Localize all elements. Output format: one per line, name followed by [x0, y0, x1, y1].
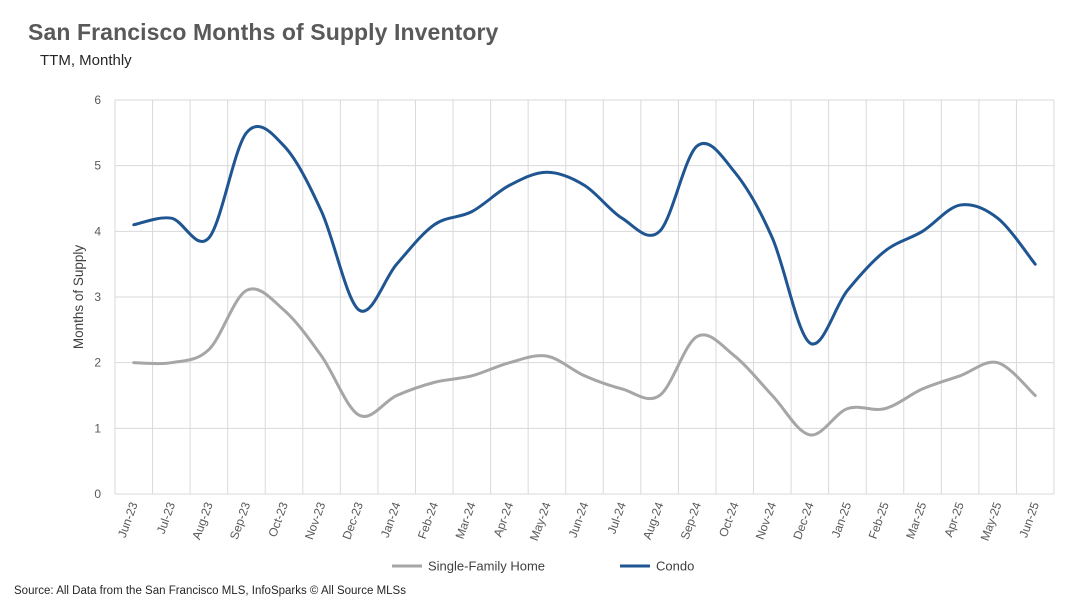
- data-point-single-family-home: [471, 375, 473, 377]
- data-point-single-family-home: [921, 388, 923, 390]
- data-point-condo: [996, 217, 998, 219]
- y-tick-label: 4: [94, 224, 101, 238]
- legend-label: Condo: [656, 559, 694, 574]
- data-point-single-family-home: [245, 289, 247, 291]
- data-point-condo: [546, 171, 548, 173]
- x-tick-label: Feb-24: [415, 500, 441, 541]
- x-tick-label: Oct-23: [265, 500, 291, 539]
- x-tick-label: Sep-24: [678, 500, 705, 541]
- y-tick-label: 5: [94, 159, 101, 173]
- gridlines: [114, 99, 1055, 495]
- x-tick-label: Nov-24: [753, 500, 779, 541]
- data-point-condo: [1034, 263, 1036, 265]
- x-tick-label: Jan-24: [378, 500, 404, 540]
- x-tick-label: Jun-23: [115, 500, 141, 540]
- x-tick-label: Apr-24: [491, 500, 517, 539]
- x-tick-label: Jul-23: [154, 500, 178, 536]
- data-point-condo: [884, 250, 886, 252]
- data-point-condo: [959, 204, 961, 206]
- series-line-condo: [132, 125, 1037, 346]
- y-tick-label: 1: [94, 421, 101, 435]
- legend-label: Single-Family Home: [428, 559, 545, 574]
- x-tick-label: May-24: [527, 500, 554, 543]
- data-point-condo: [358, 309, 360, 311]
- data-point-condo: [433, 224, 435, 226]
- data-point-condo: [621, 217, 623, 219]
- data-point-single-family-home: [996, 361, 998, 363]
- y-tick-label: 6: [94, 93, 101, 107]
- data-point-condo: [208, 237, 210, 239]
- data-point-condo: [658, 230, 660, 232]
- data-point-single-family-home: [734, 355, 736, 357]
- data-point-single-family-home: [959, 375, 961, 377]
- x-tick-label: Dec-23: [340, 500, 366, 541]
- data-point-single-family-home: [658, 394, 660, 396]
- x-tick-label: Aug-24: [640, 500, 667, 541]
- data-point-single-family-home: [133, 361, 135, 363]
- data-point-condo: [396, 263, 398, 265]
- data-point-condo: [508, 184, 510, 186]
- series-line-single-family-home: [132, 287, 1037, 437]
- chart-subtitle: TTM, Monthly: [40, 52, 132, 69]
- data-point-single-family-home: [396, 394, 398, 396]
- data-point-single-family-home: [208, 348, 210, 350]
- x-tick-label: Sep-23: [227, 500, 254, 541]
- y-axis-title: Months of Supply: [71, 245, 86, 350]
- data-point-single-family-home: [546, 355, 548, 357]
- series-lines: [132, 125, 1037, 437]
- data-point-single-family-home: [508, 361, 510, 363]
- x-tick-label: May-25: [978, 500, 1005, 543]
- x-tick-label: Feb-25: [866, 500, 892, 541]
- data-point-single-family-home: [1034, 394, 1036, 396]
- data-point-condo: [283, 145, 285, 147]
- data-point-single-family-home: [846, 407, 848, 409]
- data-point-condo: [696, 145, 698, 147]
- y-axis-ticks: 0 1 2 3 4 5 6: [94, 93, 101, 501]
- x-tick-label: Mar-25: [903, 500, 929, 541]
- x-tick-label: Nov-23: [302, 500, 328, 541]
- legend: Single-Family Home Condo: [392, 559, 694, 574]
- data-point-single-family-home: [358, 414, 360, 416]
- data-point-single-family-home: [170, 361, 172, 363]
- y-tick-label: 3: [94, 290, 101, 304]
- data-point-condo: [846, 289, 848, 291]
- x-tick-label: Jun-24: [566, 500, 592, 540]
- y-tick-label: 0: [94, 487, 101, 501]
- data-point-single-family-home: [283, 309, 285, 311]
- x-tick-label: Jun-25: [1016, 500, 1042, 540]
- data-point-condo: [809, 342, 811, 344]
- x-tick-label: Aug-23: [189, 500, 216, 541]
- data-point-condo: [583, 184, 585, 186]
- data-point-single-family-home: [621, 388, 623, 390]
- x-tick-label: Jan-25: [829, 500, 855, 540]
- chart-title: San Francisco Months of Supply Inventory: [28, 19, 499, 45]
- data-point-single-family-home: [433, 381, 435, 383]
- x-tick-label: Apr-25: [941, 500, 967, 539]
- data-point-condo: [771, 237, 773, 239]
- x-tick-label: Dec-24: [790, 500, 816, 541]
- data-point-condo: [921, 230, 923, 232]
- x-tick-label: Jul-24: [605, 500, 629, 536]
- x-tick-label: Mar-24: [452, 500, 478, 541]
- data-point-condo: [133, 224, 135, 226]
- data-point-condo: [320, 210, 322, 212]
- x-axis-ticks: Jun-23 Jul-23 Aug-23 Sep-23 Oct-23 Nov-23 Dec-…: [115, 500, 1042, 543]
- data-point-single-family-home: [884, 407, 886, 409]
- data-point-single-family-home: [809, 434, 811, 436]
- data-point-condo: [471, 210, 473, 212]
- data-point-condo: [734, 171, 736, 173]
- data-point-condo: [245, 132, 247, 134]
- y-tick-label: 2: [94, 356, 101, 370]
- data-point-condo: [170, 217, 172, 219]
- x-tick-label: Oct-24: [716, 500, 742, 539]
- data-point-single-family-home: [583, 375, 585, 377]
- data-point-single-family-home: [320, 355, 322, 357]
- data-point-single-family-home: [696, 335, 698, 337]
- source-note: Source: All Data from the San Francisco …: [14, 585, 406, 597]
- data-point-single-family-home: [771, 394, 773, 396]
